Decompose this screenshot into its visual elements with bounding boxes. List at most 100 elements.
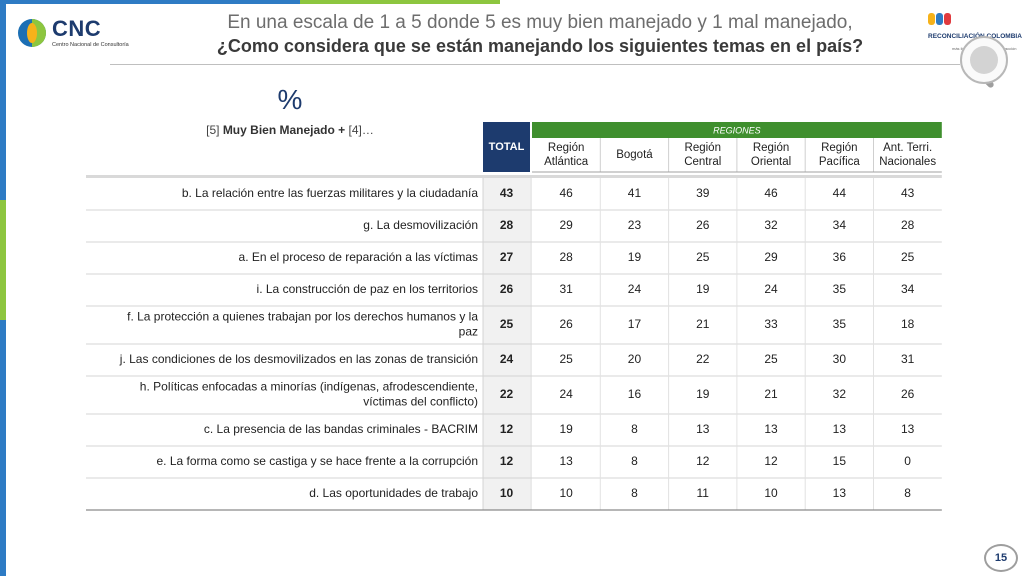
regions-header-bar (532, 122, 942, 138)
row-region-value: 21 (764, 387, 778, 401)
row-region-value: 22 (696, 352, 710, 366)
row-region-value: 39 (696, 186, 710, 200)
row-region-value: 8 (904, 486, 911, 500)
row-label: e. La forma como se castiga y se hace fr… (157, 454, 479, 468)
row-region-value: 13 (559, 454, 573, 468)
row-region-value: 12 (764, 454, 778, 468)
row-label: j. Las condiciones de los desmovilizados… (119, 352, 478, 366)
cnc-logo-text: CNC (52, 16, 102, 41)
left-stripe-blue (0, 0, 6, 200)
row-region-value: 19 (696, 282, 710, 296)
row-region-value: 16 (628, 387, 642, 401)
row-region-value: 12 (696, 454, 710, 468)
cnc-logo-icon (18, 19, 46, 47)
row-label: f. La protección a quienes trabajan por … (127, 310, 478, 324)
row-region-value: 46 (559, 186, 573, 200)
row-label: b. La relación entre las fuerzas militar… (182, 186, 478, 200)
row-label: paz (459, 325, 478, 339)
row-region-value: 30 (833, 352, 847, 366)
row-region-value: 44 (833, 186, 847, 200)
row-region-value: 25 (559, 352, 573, 366)
row-region-value: 35 (833, 282, 847, 296)
column-header-3: Región (753, 142, 789, 154)
row-region-value: 15 (833, 454, 847, 468)
page-title-line1: En una escala de 1 a 5 donde 5 es muy bi… (227, 12, 853, 33)
row-region-value: 10 (764, 486, 778, 500)
row-region-value: 13 (833, 486, 847, 500)
total-header-cell (483, 122, 530, 172)
total-header-label: TOTAL (489, 141, 525, 153)
body-top-separator (86, 175, 942, 178)
brand-logo-icon (928, 12, 952, 25)
row-region-value: 13 (696, 422, 710, 436)
row-total-value: 12 (500, 454, 514, 468)
row-region-value: 0 (904, 454, 911, 468)
row-region-value: 32 (833, 387, 847, 401)
column-header-3: Oriental (751, 156, 791, 168)
unit-label: % (277, 84, 303, 115)
row-region-value: 36 (833, 250, 847, 264)
row-region-value: 24 (628, 282, 642, 296)
subtitle-bold: Muy Bien Manejado + (222, 123, 346, 137)
row-region-value: 17 (628, 317, 642, 331)
column-header-2: Región (685, 142, 721, 154)
row-region-value: 19 (696, 387, 710, 401)
regions-header-label: REGIONES (713, 125, 761, 135)
page-number: 15 (984, 544, 1018, 572)
row-region-value: 25 (901, 250, 915, 264)
left-stripe-blue-lower (0, 320, 6, 576)
row-region-value: 25 (764, 352, 778, 366)
top-line-blue (0, 0, 300, 4)
row-total-value: 25 (500, 317, 514, 331)
column-header-0: Región (548, 142, 584, 154)
total-column-bg (483, 178, 530, 510)
column-header-4: Pacífica (819, 156, 861, 168)
row-label: d. Las oportunidades de trabajo (309, 486, 478, 500)
row-region-value: 28 (901, 218, 915, 232)
row-region-value: 46 (764, 186, 778, 200)
column-header-5: Nacionales (879, 156, 936, 168)
row-region-value: 34 (901, 282, 915, 296)
column-header-5: Ant. Terri. (883, 142, 932, 154)
row-label: víctimas del conflicto) (363, 395, 478, 409)
row-region-value: 19 (628, 250, 642, 264)
row-region-value: 13 (833, 422, 847, 436)
row-region-value: 25 (696, 250, 710, 264)
column-header-0: Atlántica (544, 156, 589, 168)
row-region-value: 26 (901, 387, 915, 401)
row-total-value: 27 (500, 250, 514, 264)
row-region-value: 11 (697, 486, 710, 500)
left-stripe-green (0, 200, 6, 320)
row-region-value: 20 (628, 352, 642, 366)
row-region-value: 26 (696, 218, 710, 232)
row-region-value: 32 (764, 218, 778, 232)
row-region-value: 8 (631, 486, 638, 500)
row-total-value: 28 (500, 218, 514, 232)
column-header-4: Región (821, 142, 857, 154)
row-label: c. La presencia de las bandas criminales… (204, 422, 478, 436)
row-label: a. En el proceso de reparación a las víc… (239, 250, 478, 264)
row-region-value: 8 (631, 422, 638, 436)
row-region-value: 31 (559, 282, 573, 296)
row-region-value: 13 (764, 422, 778, 436)
row-region-value: 13 (901, 422, 915, 436)
row-region-value: 18 (901, 317, 915, 331)
subtitle-prefix: [5] (206, 123, 223, 137)
row-region-value: 23 (628, 218, 642, 232)
subtitle-suffix: [4]… (345, 123, 374, 137)
row-region-value: 33 (764, 317, 778, 331)
row-region-value: 26 (559, 317, 573, 331)
row-label: i. La construcción de paz en los territo… (257, 282, 478, 296)
row-region-value: 24 (559, 387, 573, 401)
page-title-line2: ¿Como considera que se están manejando l… (216, 36, 864, 56)
cnc-logo-subtitle: Centro Nacional de Consultoría (52, 42, 129, 48)
column-header-2: Central (684, 156, 721, 168)
row-label: g. La desmovilización (363, 218, 478, 232)
cnc-logo: CNC Centro Nacional de Consultoría (18, 18, 129, 48)
title-divider (110, 64, 960, 65)
row-region-value: 29 (559, 218, 573, 232)
row-region-value: 41 (628, 186, 642, 200)
row-region-value: 35 (833, 317, 847, 331)
measure-subtitle: [5] Muy Bien Manejado + [4]… (150, 123, 430, 137)
